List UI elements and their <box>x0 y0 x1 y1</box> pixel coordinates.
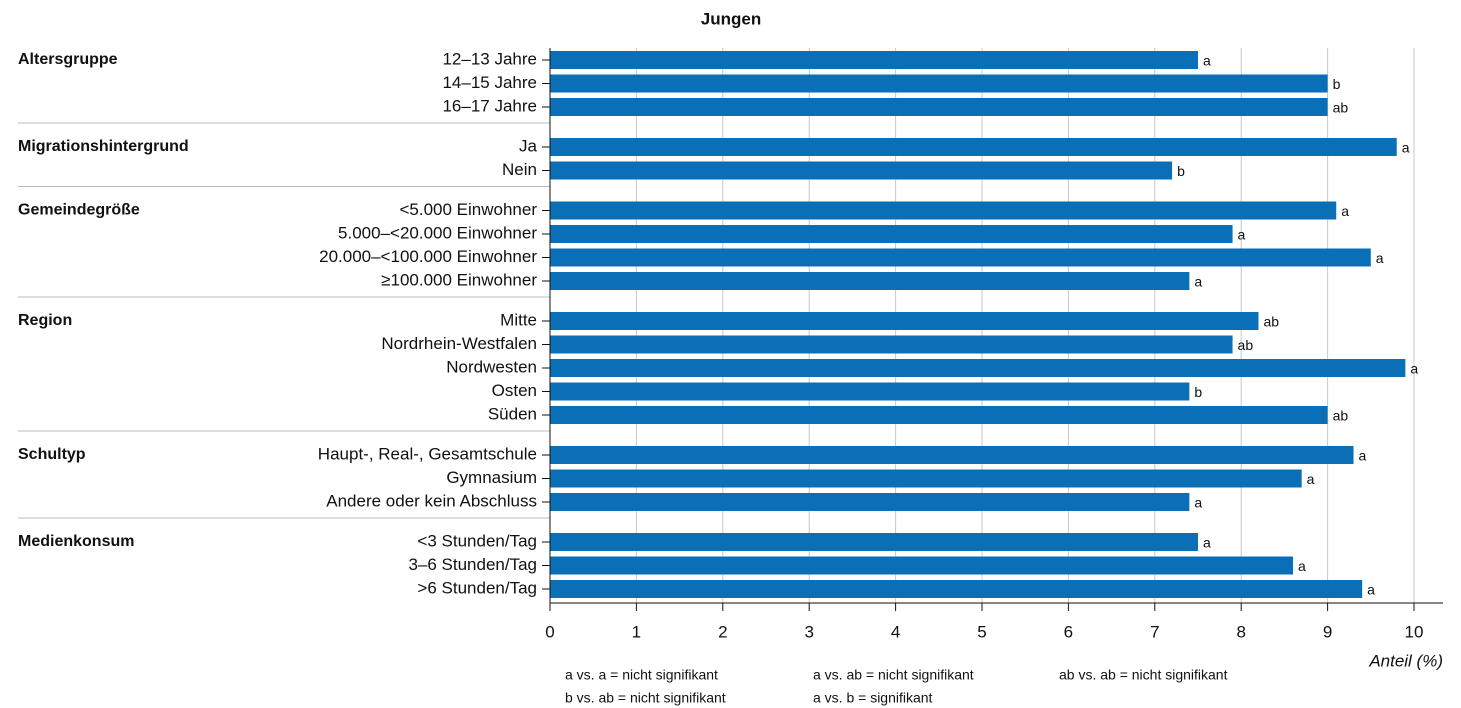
bar-annotation: ab <box>1333 408 1349 424</box>
bar <box>550 138 1397 156</box>
category-label: <5.000 Einwohner <box>399 200 537 219</box>
category-label: Andere oder kein Abschluss <box>326 491 537 510</box>
category-label: 3–6 Stunden/Tag <box>408 555 537 574</box>
bar-annotation: a <box>1194 274 1202 290</box>
bar <box>550 493 1190 511</box>
bar-annotation: a <box>1307 471 1315 487</box>
bar-annotation: a <box>1367 582 1375 598</box>
category-label: Nordrhein-Westfalen <box>381 334 537 353</box>
category-label: 5.000–<20.000 Einwohner <box>338 223 537 242</box>
group-label: Medienkonsum <box>18 533 134 550</box>
x-tick-label: 6 <box>1064 622 1073 641</box>
bar-annotation: b <box>1333 76 1341 92</box>
bar <box>550 312 1259 330</box>
bar <box>550 556 1294 575</box>
x-tick-label: 3 <box>804 622 813 641</box>
group-label: Migrationshintergrund <box>18 138 189 155</box>
group-label: Region <box>18 312 72 329</box>
footnote: a vs. a = nicht signifikant <box>565 667 718 683</box>
x-tick-label: 4 <box>891 622 900 641</box>
group-label: Schultyp <box>18 446 86 463</box>
bar-annotation: ab <box>1238 337 1254 353</box>
category-label: Gymnasium <box>446 468 537 487</box>
bar-annotation: ab <box>1263 314 1279 330</box>
category-label: Haupt-, Real-, Gesamtschule <box>318 444 537 463</box>
bar <box>550 51 1198 69</box>
category-label: Osten <box>492 381 537 400</box>
bar-annotation: a <box>1203 535 1211 551</box>
category-label: 16–17 Jahre <box>442 96 537 115</box>
x-axis-label: Anteil (%) <box>1368 651 1443 670</box>
footnote: a vs. ab = nicht signifikant <box>813 667 974 683</box>
x-tick-label: 2 <box>718 622 727 641</box>
bar-annotation: b <box>1177 163 1185 179</box>
bar <box>550 359 1406 377</box>
bar <box>550 272 1190 290</box>
x-tick-label: 5 <box>977 622 986 641</box>
category-label: Mitte <box>500 310 537 329</box>
bar <box>550 533 1198 551</box>
x-tick-label: 1 <box>632 622 641 641</box>
bar <box>550 225 1233 243</box>
bar <box>550 446 1354 464</box>
category-label: 20.000–<100.000 Einwohner <box>319 247 537 266</box>
category-label: <3 Stunden/Tag <box>417 531 537 550</box>
group-label: Gemeindegröße <box>18 202 140 219</box>
bar <box>550 335 1233 354</box>
category-label: >6 Stunden/Tag <box>417 578 537 597</box>
bar-annotation: a <box>1359 448 1367 464</box>
x-tick-label: 0 <box>545 622 554 641</box>
footnote: a vs. b = signifikant <box>813 690 933 706</box>
bar-annotation: a <box>1194 495 1202 511</box>
bar <box>550 74 1328 93</box>
category-label: Nordwesten <box>446 357 537 376</box>
category-label: 12–13 Jahre <box>442 49 537 68</box>
category-label: Nein <box>502 160 537 179</box>
bar-annotation: a <box>1410 361 1418 377</box>
bar <box>550 98 1328 116</box>
bar <box>550 382 1190 401</box>
bar-annotation: a <box>1341 203 1349 219</box>
chart-title: Jungen <box>701 9 761 28</box>
category-label: 14–15 Jahre <box>442 73 537 92</box>
bar-annotation: a <box>1298 558 1306 574</box>
bar-annotation: a <box>1376 250 1384 266</box>
bar <box>550 161 1173 180</box>
bar <box>550 469 1302 488</box>
bar <box>550 248 1371 267</box>
bar-annotation: a <box>1402 140 1410 156</box>
group-label: Altersgruppe <box>18 51 118 68</box>
footnote: b vs. ab = nicht signifikant <box>565 690 726 706</box>
bar-annotation: a <box>1203 53 1211 69</box>
x-tick-label: 7 <box>1150 622 1159 641</box>
x-tick-label: 10 <box>1405 622 1424 641</box>
bar <box>550 406 1328 424</box>
bar-annotation: ab <box>1333 100 1349 116</box>
category-label: Süden <box>488 404 537 423</box>
bar <box>550 201 1337 220</box>
footnote: ab vs. ab = nicht signifikant <box>1059 667 1228 683</box>
x-tick-label: 9 <box>1323 622 1332 641</box>
x-tick-label: 8 <box>1236 622 1245 641</box>
bar-annotation: b <box>1194 384 1202 400</box>
category-label: Ja <box>519 136 538 155</box>
bar <box>550 580 1363 598</box>
category-label: ≥100.000 Einwohner <box>381 270 537 289</box>
bar-annotation: a <box>1238 227 1246 243</box>
